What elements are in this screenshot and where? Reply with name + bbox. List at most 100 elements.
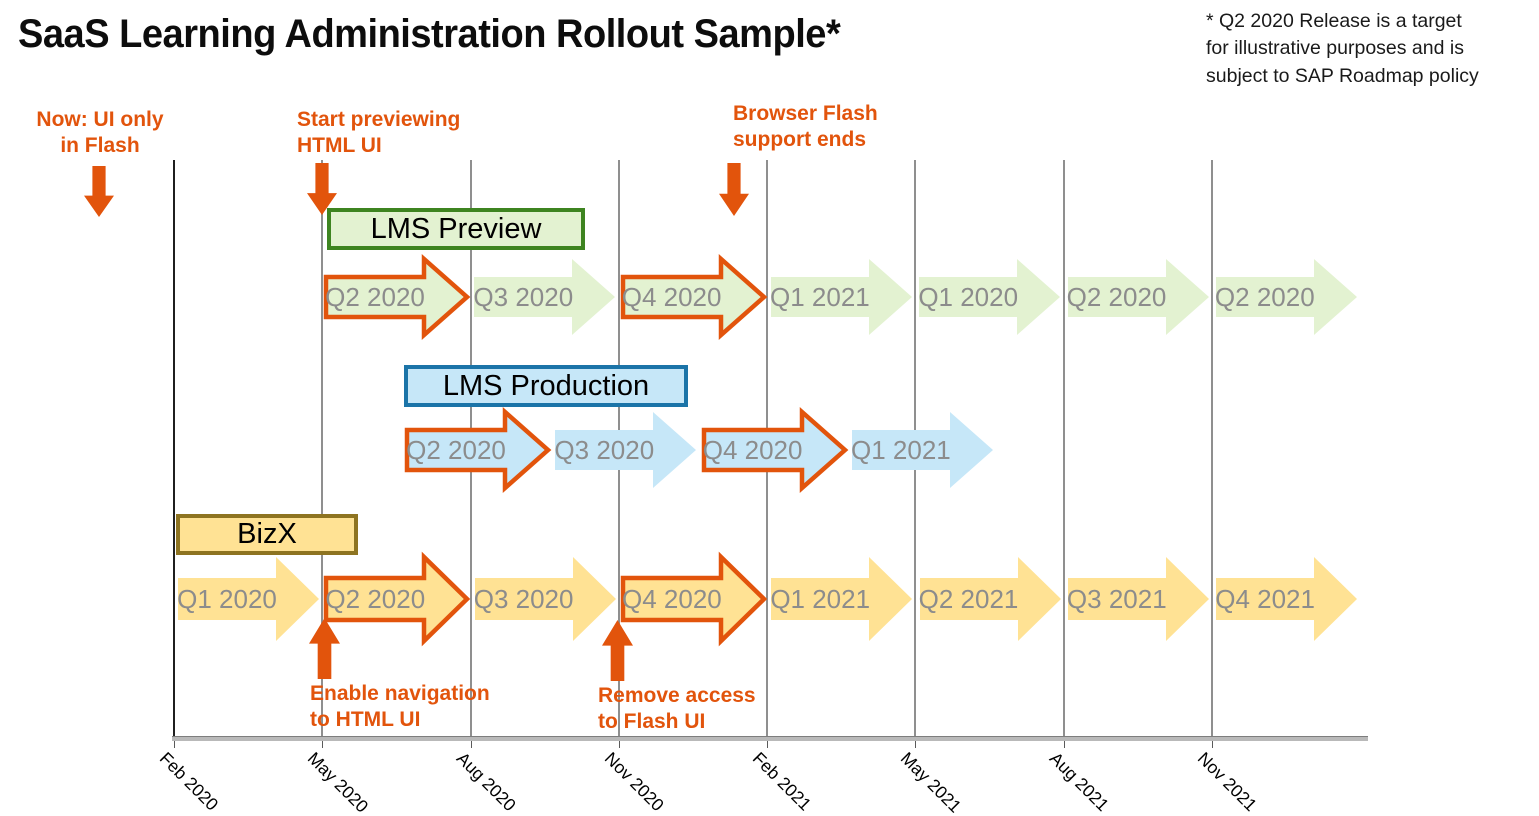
timeline-arrow-highlighted: Q2 2020 bbox=[323, 254, 471, 340]
axis-label: Nov 2021 bbox=[1193, 748, 1261, 816]
timeline-arrow: Q3 2020 bbox=[473, 555, 618, 643]
quarter-label: Q1 2021 bbox=[770, 281, 870, 312]
gridline bbox=[173, 160, 175, 736]
quarter-label: Q3 2020 bbox=[473, 583, 574, 614]
annotation-line: support ends bbox=[733, 128, 867, 152]
timeline-arrow: Q1 2020 bbox=[917, 257, 1062, 337]
timeline-arrow: Q3 2021 bbox=[1066, 555, 1211, 643]
timeline-arrow-highlighted: Q4 2020 bbox=[620, 551, 768, 647]
axis-tick bbox=[174, 741, 175, 748]
timeline-arrow: Q3 2020 bbox=[472, 257, 617, 337]
axis-label: May 2020 bbox=[304, 748, 373, 816]
annotation-line: Now: UI only bbox=[36, 108, 164, 131]
quarter-label: Q4 2020 bbox=[702, 434, 803, 465]
right-arrow-icon bbox=[474, 557, 616, 641]
row-label-lms-production: LMS Production bbox=[404, 365, 688, 407]
axis-tick bbox=[1063, 741, 1065, 748]
right-arrow-icon bbox=[1067, 557, 1209, 641]
axis-tick bbox=[322, 741, 324, 748]
annotation-line: Start previewing bbox=[297, 108, 461, 131]
timeline-arrow-highlighted: Q2 2020 bbox=[404, 407, 552, 493]
right-arrow-icon bbox=[474, 259, 616, 335]
axis-tick bbox=[767, 741, 769, 748]
timeline-arrow-highlighted: Q2 2020 bbox=[324, 551, 471, 647]
quarter-label: Q2 2020 bbox=[1066, 281, 1167, 312]
quarter-label: Q3 2020 bbox=[554, 434, 655, 465]
quarter-label: Q2 2020 bbox=[406, 434, 506, 465]
axis-tick bbox=[470, 741, 472, 748]
right-arrow-icon bbox=[323, 254, 471, 340]
quarter-label: Q1 2020 bbox=[918, 281, 1019, 312]
axis-label: Aug 2021 bbox=[1045, 748, 1113, 816]
quarter-label: Q2 2020 bbox=[1214, 281, 1315, 312]
annotation-now-ui-only-in-flash: Now: UI only in Flash bbox=[30, 107, 170, 159]
right-arrow-icon bbox=[1216, 557, 1358, 641]
annotation-remove-access-flash-ui: Remove access to Flash UI bbox=[598, 683, 788, 735]
annotation-line: HTML UI bbox=[297, 134, 382, 158]
annotation-line: to Flash UI bbox=[598, 710, 706, 734]
timeline-arrow: Q1 2021 bbox=[769, 257, 914, 337]
quarter-label: Q4 2020 bbox=[622, 583, 722, 614]
footnote: * Q2 2020 Release is a target for illust… bbox=[1206, 8, 1536, 90]
footnote-line: subject to SAP Roadmap policy bbox=[1206, 64, 1479, 87]
timeline-arrow-highlighted: Q4 2020 bbox=[701, 407, 848, 493]
timeline-axis bbox=[172, 736, 1368, 741]
axis-label: Aug 2020 bbox=[452, 748, 520, 816]
annotation-line: Enable navigation bbox=[310, 682, 490, 705]
annotation-enable-navigation-html-ui: Enable navigation to HTML UI bbox=[310, 681, 525, 733]
gridline bbox=[321, 160, 324, 736]
right-arrow-icon bbox=[771, 557, 913, 641]
page-title: SaaS Learning Administration Rollout Sam… bbox=[18, 12, 841, 56]
right-arrow-icon bbox=[701, 407, 848, 493]
row-label-lms-preview: LMS Preview bbox=[327, 208, 585, 250]
timeline-arrow: Q4 2021 bbox=[1214, 555, 1359, 643]
timeline-arrow: Q2 2020 bbox=[1214, 257, 1359, 337]
quarter-label: Q3 2021 bbox=[1066, 583, 1167, 614]
right-arrow-icon bbox=[1067, 259, 1209, 335]
annotation-line: Browser Flash bbox=[733, 102, 878, 125]
right-arrow-icon bbox=[620, 254, 767, 340]
timeline-arrow: Q2 2020 bbox=[1066, 257, 1211, 337]
footnote-line: for illustrative purposes and is bbox=[1206, 37, 1464, 60]
timeline-arrow: Q1 2021 bbox=[769, 555, 914, 643]
timeline-arrow: Q1 2021 bbox=[850, 410, 995, 490]
axis-label: Feb 2021 bbox=[748, 748, 816, 815]
quarter-label: Q1 2021 bbox=[770, 583, 871, 614]
down-arrow-icon bbox=[84, 166, 114, 217]
quarter-label: Q3 2020 bbox=[473, 281, 574, 312]
right-arrow-icon bbox=[1215, 259, 1357, 335]
right-arrow-icon bbox=[851, 412, 993, 488]
quarter-label: Q4 2021 bbox=[1215, 583, 1315, 614]
right-arrow-icon bbox=[919, 557, 1061, 641]
right-arrow-icon bbox=[555, 412, 697, 488]
quarter-label: Q2 2020 bbox=[325, 583, 426, 614]
right-arrow-icon bbox=[324, 551, 471, 647]
quarter-label: Q4 2020 bbox=[621, 281, 722, 312]
footnote-line: * Q2 2020 Release is a target bbox=[1206, 10, 1462, 32]
quarter-label: Q1 2021 bbox=[851, 434, 951, 465]
gridline bbox=[1211, 160, 1213, 736]
right-arrow-icon bbox=[770, 259, 912, 335]
annotation-start-previewing-html-ui: Start previewing HTML UI bbox=[297, 107, 497, 159]
annotation-line: Remove access bbox=[598, 684, 756, 707]
axis-label: May 2021 bbox=[897, 748, 966, 816]
axis-label: Feb 2020 bbox=[155, 748, 223, 815]
axis-tick bbox=[915, 741, 917, 748]
timeline-arrow: Q2 2021 bbox=[918, 555, 1063, 643]
quarter-label: Q1 2020 bbox=[177, 583, 277, 614]
axis-label: Nov 2020 bbox=[600, 748, 668, 816]
annotation-line: in Flash bbox=[60, 134, 140, 158]
right-arrow-icon bbox=[404, 407, 552, 493]
axis-tick bbox=[1212, 741, 1213, 748]
timeline-arrow-highlighted: Q4 2020 bbox=[620, 254, 767, 340]
quarter-label: Q2 2021 bbox=[918, 583, 1019, 614]
right-arrow-icon bbox=[620, 551, 768, 647]
annotation-browser-flash-support-ends: Browser Flash support ends bbox=[733, 101, 923, 153]
right-arrow-icon bbox=[919, 259, 1061, 335]
axis-tick bbox=[618, 741, 620, 748]
timeline-arrow: Q3 2020 bbox=[553, 410, 698, 490]
gridline bbox=[1062, 160, 1065, 736]
timeline-arrow: Q1 2020 bbox=[176, 555, 321, 643]
annotation-line: to HTML UI bbox=[310, 708, 421, 732]
